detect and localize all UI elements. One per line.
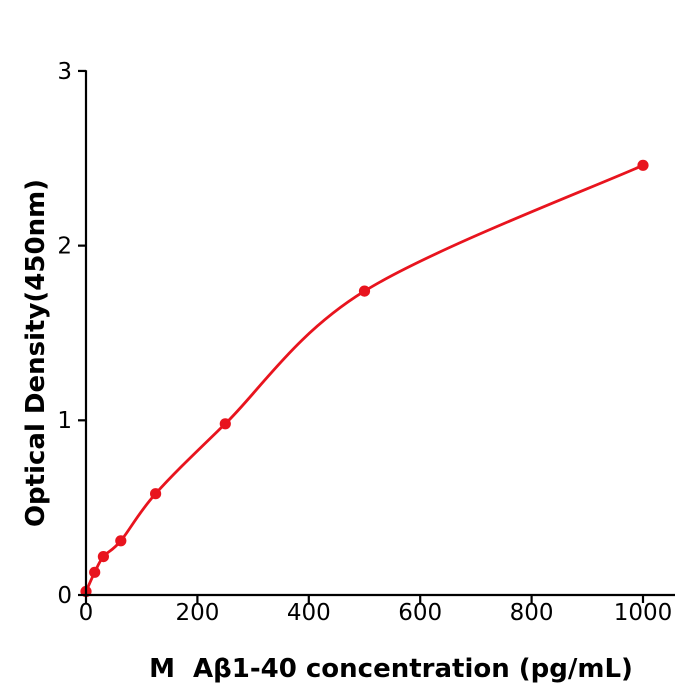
y-tick-label: 3 [57, 59, 72, 85]
fit-curve [84, 163, 645, 593]
x-tick-label: 1000 [614, 600, 673, 626]
y-axis-label: Optical Density(450nm) [21, 179, 51, 527]
y-tick-label: 0 [57, 583, 72, 609]
y-tick-label: 1 [57, 408, 72, 434]
data-point-1 [89, 566, 101, 578]
data-series [80, 159, 649, 598]
x-tick-label: 600 [398, 600, 442, 626]
data-point-7 [637, 159, 649, 171]
data-point-6 [358, 285, 371, 297]
x-tick-label: 200 [175, 600, 219, 626]
x-tick-label: 400 [287, 600, 331, 626]
data-point-5 [219, 418, 231, 430]
x-axis-label: M Aβ1-40 concentration (pg/mL) [149, 654, 633, 684]
x-tick-label: 800 [510, 600, 554, 626]
axes: 0 200 400 600 800 1000 0 1 2 3 [57, 59, 675, 626]
axis-spines [84, 70, 675, 597]
y-tick-label: 2 [57, 233, 72, 259]
data-point-2 [97, 551, 109, 563]
data-point-3 [115, 535, 127, 547]
data-point-4 [150, 488, 162, 500]
x-tick-label: 0 [79, 600, 94, 626]
